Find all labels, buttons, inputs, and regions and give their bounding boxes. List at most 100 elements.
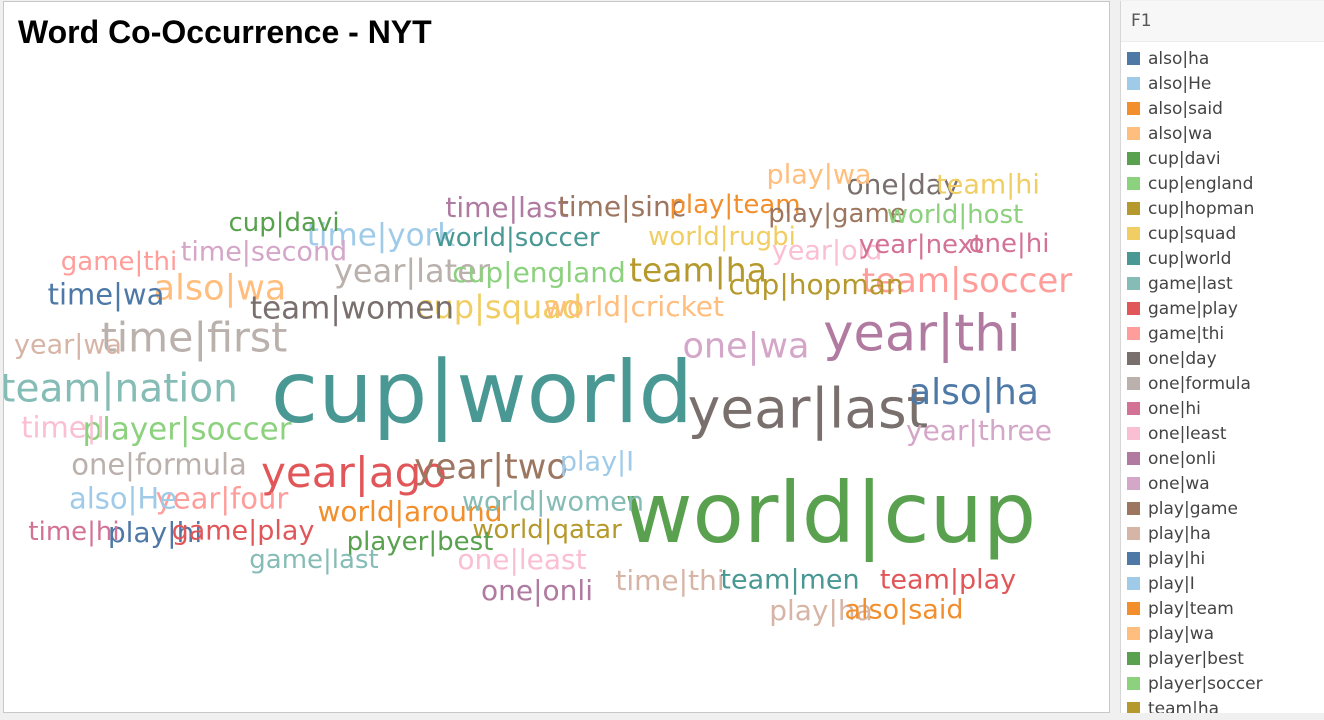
word-world-soccer: world|soccer [434,223,600,253]
legend-item[interactable]: also|He [1127,71,1324,96]
word-time-hi: time|hi [28,517,120,547]
legend-item[interactable]: game|thi [1127,321,1324,346]
legend-item[interactable]: one|hi [1127,396,1324,421]
chart-title: Word Co-Occurrence - NYT [18,14,432,50]
word-game-last: game|last [249,545,379,575]
legend-item[interactable]: game|play [1127,296,1324,321]
word-team-men: team|men [720,564,860,596]
legend-title: F1 [1121,1,1324,42]
legend-item[interactable]: one|formula [1127,371,1324,396]
legend-label: player|best [1148,648,1244,669]
word-team-soccer: team|soccer [861,261,1073,301]
word-time-i: time|I [21,410,105,445]
legend-swatch [1127,452,1140,465]
legend-swatch [1127,227,1140,240]
word-one-day: one|day [846,168,960,201]
legend-item[interactable]: also|wa [1127,121,1324,146]
legend-item[interactable]: also|ha [1127,46,1324,71]
legend-item[interactable]: player|best [1127,646,1324,671]
legend-label: play|wa [1148,623,1215,644]
word-play-hi: play|hi [107,516,203,549]
legend-swatch [1127,102,1140,115]
legend-swatch [1127,377,1140,390]
legend-item[interactable]: one|least [1127,421,1324,446]
legend-item[interactable]: play|wa [1127,621,1324,646]
legend-label: cup|hopman [1148,198,1255,219]
word-year-wa: year|wa [14,329,122,361]
chart-panel: Word Co-Occurrence - NYT cup|world world|… [3,1,1110,713]
legend-label: game|play [1148,298,1238,319]
legend-item[interactable]: cup|england [1127,171,1324,196]
word-play-game: play|game [768,199,906,229]
word-cloud: cup|world world|cup year|last year|thi year|… [4,2,1109,712]
legend-label: cup|world [1148,248,1232,269]
word-world-women: world|women [461,486,645,518]
legend-swatch [1127,552,1140,565]
word-team-play: team|play [879,564,1017,596]
legend-list: also|ha also|He also|said also|wa cup|davi cu… [1121,42,1324,713]
word-cup-davi: cup|davi [228,208,340,238]
word-time-thi: time|thi [615,564,725,597]
legend-label: one|wa [1148,473,1210,494]
legend-label: also|said [1148,98,1223,119]
legend-swatch [1127,77,1140,90]
legend-item[interactable]: game|last [1127,271,1324,296]
legend-item[interactable]: one|day [1127,346,1324,371]
legend-swatch [1127,427,1140,440]
legend-swatch [1127,252,1140,265]
word-cup-hopman: cup|hopman [728,268,904,301]
word-one-least: one|least [457,543,587,576]
legend-item[interactable]: one|onli [1127,446,1324,471]
word-time-second: time|second [180,236,348,268]
legend-label: one|hi [1148,398,1201,419]
legend-item[interactable]: cup|davi [1127,146,1324,171]
word-player-soccer: player|soccer [82,411,292,448]
legend-item[interactable]: play|hi [1127,546,1324,571]
legend-item[interactable]: also|said [1127,96,1324,121]
legend-panel: F1 also|ha also|He also|said also|wa cup|dav… [1120,1,1324,713]
legend-swatch [1127,702,1140,713]
word-also-he: also|He [68,481,178,516]
word-year-three: year|three [906,414,1052,447]
legend-label: team|ha [1148,698,1220,714]
word-world-host: world|host [886,200,1024,230]
legend-swatch [1127,677,1140,690]
word-time-york: time|york [306,217,456,254]
word-time-first: time|first [100,313,288,362]
legend-swatch [1127,502,1140,515]
word-time-sinc: time|sinc [557,190,687,223]
legend-label: one|onli [1148,448,1216,469]
word-game-play: game|play [171,515,315,547]
word-one-formula: one|formula [71,447,247,482]
word-year-last: year|last [687,376,929,441]
legend-item[interactable]: team|ha [1127,696,1324,713]
legend-item[interactable]: play|game [1127,496,1324,521]
legend-item[interactable]: cup|world [1127,246,1324,271]
word-also-ha: also|ha [909,372,1039,413]
legend-label: cup|england [1148,173,1254,194]
legend-item[interactable]: cup|hopman [1127,196,1324,221]
legend-swatch [1127,277,1140,290]
legend-item[interactable]: one|wa [1127,471,1324,496]
legend-item[interactable]: player|soccer [1127,671,1324,696]
legend-swatch [1127,652,1140,665]
word-play-ha: play|ha [769,594,873,627]
legend-item[interactable]: cup|squad [1127,221,1324,246]
legend-item[interactable]: play|I [1127,571,1324,596]
legend-label: one|day [1148,348,1217,369]
legend-label: player|soccer [1148,673,1263,694]
word-team-ha: team|ha [629,250,767,290]
legend-label: play|game [1148,498,1238,519]
legend-swatch [1127,177,1140,190]
word-one-hi: one|hi [968,229,1050,259]
word-game-thi: game|thi [60,247,178,277]
word-team-women: team|women [249,290,455,327]
word-world-cricket: world|cricket [543,290,725,323]
word-world-around: world|around [317,495,503,528]
legend-label: game|thi [1148,323,1225,344]
legend-item[interactable]: play|team [1127,596,1324,621]
word-one-wa: one|wa [682,326,810,367]
legend-swatch [1127,577,1140,590]
legend-item[interactable]: play|ha [1127,521,1324,546]
word-cup-squad: cup|squad [415,288,583,326]
